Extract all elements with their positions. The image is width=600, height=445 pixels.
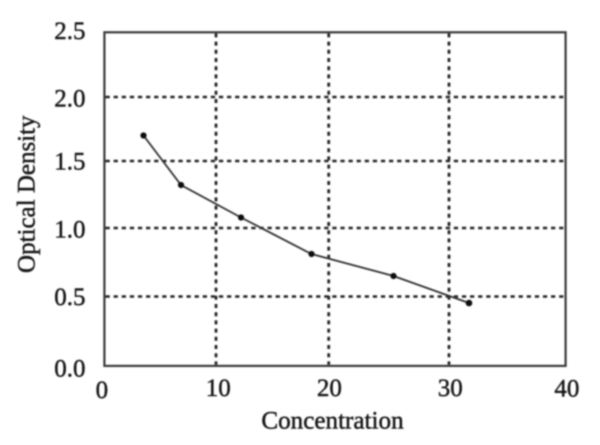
svg-text:0.0: 0.0 [54,355,85,382]
svg-text:40: 40 [554,376,579,403]
svg-text:0: 0 [96,377,109,404]
svg-text:10: 10 [206,375,231,402]
svg-text:Optical Density: Optical Density [14,115,41,273]
svg-text:2.0: 2.0 [54,86,85,113]
svg-text:20: 20 [317,375,342,402]
svg-text:1.5: 1.5 [54,149,85,176]
svg-text:1.0: 1.0 [54,217,85,244]
svg-text:Concentration: Concentration [261,407,404,434]
svg-text:0.5: 0.5 [54,284,85,311]
svg-text:30: 30 [438,375,463,402]
svg-text:2.5: 2.5 [54,18,85,45]
